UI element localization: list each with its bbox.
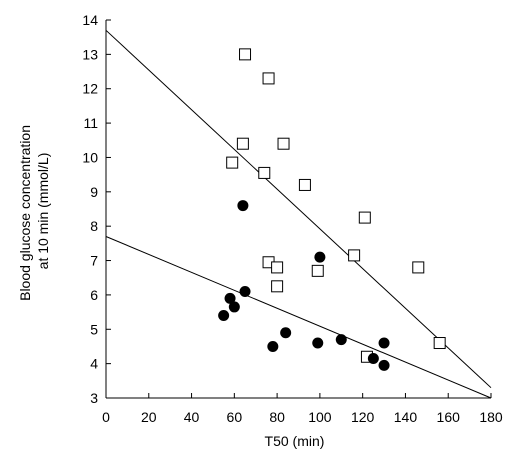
data-point-circle — [314, 251, 326, 263]
fit-line-series-1 — [105, 29, 492, 389]
data-point-circle — [378, 337, 390, 349]
data-point-square — [258, 166, 271, 179]
data-point-circle — [378, 359, 390, 371]
data-point-square — [236, 137, 249, 150]
data-point-square — [298, 178, 311, 191]
y-tick-label: 8 — [90, 218, 98, 234]
data-point-circle — [335, 334, 347, 346]
data-points — [218, 48, 446, 371]
data-point-square — [358, 211, 371, 224]
y-tick-label: 5 — [90, 321, 98, 337]
x-tick-label: 80 — [269, 409, 285, 425]
x-tick-label: 0 — [102, 409, 110, 425]
data-point-square — [271, 261, 284, 274]
x-tick-label: 40 — [184, 409, 200, 425]
data-point-square — [262, 72, 275, 85]
x-axis-label: T50 (min) — [265, 433, 325, 449]
x-tick-label: 180 — [479, 409, 503, 425]
x-ticks: 0 20 40 60 80 100 120 140 160 180 — [102, 393, 503, 425]
data-point-square — [433, 337, 446, 350]
x-tick-label: 160 — [437, 409, 461, 425]
axes — [105, 20, 491, 399]
data-point-square — [271, 280, 284, 293]
y-tick-label: 7 — [90, 253, 98, 269]
y-tick-label: 11 — [83, 115, 98, 131]
data-point-square — [311, 264, 324, 277]
y-axis-label-line-1: Blood glucose concentration — [17, 125, 33, 301]
y-tick-label: 13 — [82, 46, 98, 62]
data-point-square — [226, 156, 239, 169]
y-tick-label: 10 — [82, 149, 98, 165]
y-tick-label: 9 — [90, 184, 98, 200]
x-tick-label: 100 — [308, 409, 332, 425]
data-point-square — [239, 48, 252, 61]
y-tick-label: 12 — [82, 81, 98, 97]
x-tick-label: 120 — [351, 409, 375, 425]
y-axis-label: Blood glucose concentration at 10 min (m… — [17, 121, 51, 301]
data-point-circle — [312, 337, 324, 349]
data-point-circle — [367, 352, 379, 364]
data-point-circle — [228, 301, 240, 313]
y-tick-label: 3 — [90, 390, 98, 406]
y-tick-label: 4 — [90, 356, 98, 372]
data-point-circle — [239, 285, 251, 297]
x-tick-label: 60 — [227, 409, 243, 425]
data-point-circle — [237, 200, 249, 212]
data-point-square — [412, 261, 425, 274]
data-point-circle — [267, 340, 279, 352]
data-point-circle — [224, 292, 236, 304]
data-point-square — [277, 137, 290, 150]
fit-line-series-2 — [105, 236, 492, 399]
y-ticks: 3 4 5 6 7 8 9 10 11 12 13 14 — [82, 12, 111, 406]
data-point-circle — [218, 310, 230, 322]
data-point-circle — [280, 327, 292, 339]
y-tick-label: 6 — [90, 287, 98, 303]
y-tick-label: 14 — [82, 12, 98, 28]
data-point-square — [348, 249, 361, 262]
x-tick-label: 140 — [394, 409, 418, 425]
y-axis-label-line-2: at 10 min (mmol/L) — [35, 153, 51, 270]
fit-lines — [105, 29, 492, 399]
x-tick-label: 20 — [141, 409, 157, 425]
